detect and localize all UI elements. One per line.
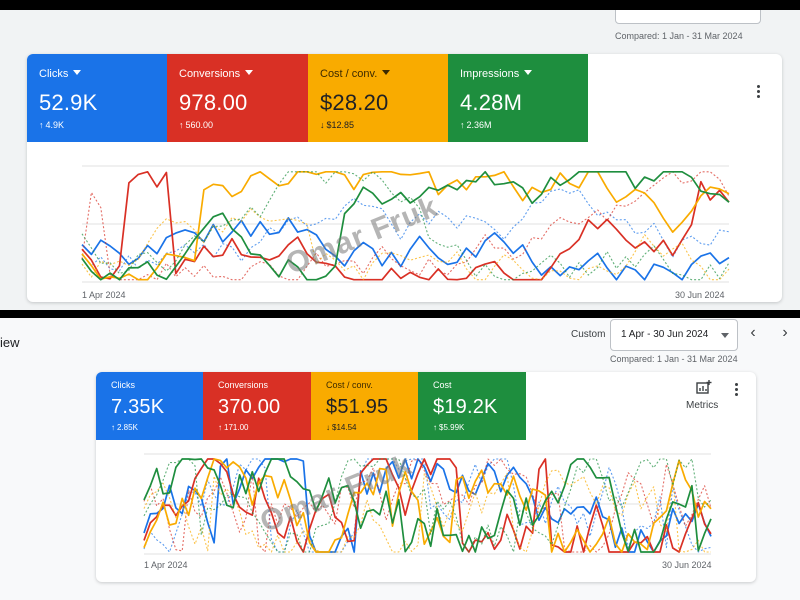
dropdown-caret-icon (245, 70, 254, 75)
top-tile-clicks-label: Clicks (39, 68, 69, 80)
top-tile-impressions-delta: ↑ 2.36M (460, 120, 492, 130)
top-tile-impressions-value: 4.28M (460, 90, 523, 115)
arrow-up-icon: ↑ (460, 120, 465, 130)
series-line (81, 217, 730, 281)
bottom-tile-conversions-delta: ↑ 171.00 (218, 423, 248, 432)
top-tile-cost-per-conv-delta-value: $12.85 (326, 120, 355, 130)
top-tile-clicks-value: 52.9K (39, 90, 98, 115)
arrow-up-icon: ↑ (433, 423, 437, 432)
top-tile-conversions-delta: ↑ 560.00 (179, 120, 213, 130)
custom-label: Custom (571, 329, 606, 340)
top-tile-cost-per-conv-value: $28.20 (320, 90, 389, 115)
bottom-tile-conversions-value: 370.00 (218, 396, 281, 418)
top-x-end-label: 30 Jun 2024 (675, 290, 725, 300)
bottom-tile-clicks[interactable]: Clicks 7.35K ↑ 2.85K (96, 372, 203, 440)
top-tile-conversions-delta-value: 560.00 (185, 120, 214, 130)
bottom-tile-conversions-label: Conversions (218, 380, 269, 390)
bottom-tile-cost-per-conv-delta: ↓ $14.54 (326, 423, 356, 432)
date-range-value: 1 Apr - 30 Jun 2024 (621, 329, 709, 340)
top-tile-cost-per-conv-delta: ↓ $12.85 (320, 120, 354, 130)
bottom-x-start-label: 1 Apr 2024 (144, 560, 188, 570)
bottom-x-end-label: 30 Jun 2024 (662, 560, 712, 570)
top-tile-cost-per-conv[interactable]: Cost / conv. $28.20 ↓ $12.85 (308, 54, 448, 142)
bottom-tile-cost-label: Cost (433, 380, 452, 390)
dropdown-caret-icon (721, 333, 729, 338)
arrow-down-icon: ↓ (326, 423, 330, 432)
chevron-right-icon[interactable]: › (782, 324, 788, 341)
bottom-tile-cost-value: $19.2K (433, 396, 498, 418)
series-line (143, 458, 712, 553)
top-tile-conversions-value: 978.00 (179, 90, 248, 115)
bottom-tile-conversions-delta-value: 171.00 (224, 423, 249, 432)
bottom-tile-clicks-label: Clicks (111, 380, 135, 390)
top-screenshot: Compared: 1 Jan - 31 Mar 2024 Clicks 52.… (0, 10, 800, 310)
metrics-button-label: Metrics (686, 400, 719, 411)
top-x-start-label: 1 Apr 2024 (82, 290, 126, 300)
dropdown-caret-icon (382, 70, 391, 75)
comparison-series-line (143, 458, 712, 553)
bottom-tile-cost-delta: ↑ $5.99K (433, 423, 464, 432)
bottom-tile-clicks-value: 7.35K (111, 396, 165, 418)
bottom-trend-chart (143, 453, 712, 555)
top-tile-clicks-delta-value: 4.9K (45, 120, 65, 130)
bottom-tile-conversions[interactable]: Conversions 370.00 ↑ 171.00 (203, 372, 311, 440)
bottom-compared-text: Compared: 1 Jan - 31 Mar 2024 (610, 354, 738, 364)
top-tile-cost-per-conv-label: Cost / conv. (320, 68, 378, 80)
top-compared-text: Compared: 1 Jan - 31 Mar 2024 (615, 31, 743, 41)
bottom-tile-cost[interactable]: Cost $19.2K ↑ $5.99K (418, 372, 526, 440)
top-performance-card: Clicks 52.9K ↑ 4.9K Conversions 978.00 ↑ 5… (27, 54, 782, 302)
bottom-screenshot: iew Custom 1 Apr - 30 Jun 2024 ‹ › Compa… (0, 318, 800, 600)
top-tile-impressions-delta-value: 2.36M (466, 120, 492, 130)
top-tile-impressions-dropdown[interactable]: Impressions (460, 68, 533, 80)
add-chart-icon (696, 380, 712, 394)
arrow-up-icon: ↑ (39, 120, 44, 130)
top-tile-clicks[interactable]: Clicks 52.9K ↑ 4.9K (27, 54, 167, 142)
top-tile-conversions[interactable]: Conversions 978.00 ↑ 560.00 (167, 54, 308, 142)
more-vert-icon[interactable] (750, 82, 766, 102)
date-range-select[interactable]: 1 Apr - 30 Jun 2024 (610, 319, 738, 351)
top-tile-conversions-dropdown[interactable]: Conversions (179, 68, 254, 80)
chevron-left-icon[interactable]: ‹ (750, 324, 756, 341)
bottom-tile-cost-per-conv-value: $51.95 (326, 396, 389, 418)
bottom-performance-card: Clicks 7.35K ↑ 2.85K Conversions 370.00 ↑… (96, 372, 756, 582)
top-tile-conversions-label: Conversions (179, 68, 241, 80)
arrow-up-icon: ↑ (218, 423, 222, 432)
arrow-down-icon: ↓ (320, 120, 325, 130)
top-tile-clicks-dropdown[interactable]: Clicks (39, 68, 82, 80)
dropdown-caret-icon (73, 70, 82, 75)
bottom-tile-clicks-delta: ↑ 2.85K (111, 423, 138, 432)
comparison-series-line (143, 458, 712, 553)
bottom-tile-clicks-delta-value: 2.85K (117, 423, 138, 432)
top-trend-chart (81, 165, 730, 283)
more-vert-icon[interactable] (728, 380, 744, 400)
arrow-up-icon: ↑ (111, 423, 115, 432)
bottom-tile-cost-per-conv-label: Cost / conv. (326, 380, 373, 390)
top-tile-clicks-delta: ↑ 4.9K (39, 120, 64, 130)
bottom-tile-cost-per-conv[interactable]: Cost / conv. $51.95 ↓ $14.54 (311, 372, 418, 440)
top-tile-impressions-label: Impressions (460, 68, 520, 80)
comparison-series-line (81, 171, 730, 281)
comparison-series-line (81, 171, 730, 281)
comparison-series-line (81, 188, 730, 272)
page-title-fragment: iew (0, 335, 20, 350)
series-line (81, 170, 730, 281)
bottom-tile-cost-delta-value: $5.99K (439, 423, 465, 432)
comparison-series-line (81, 208, 730, 281)
series-line (81, 170, 730, 281)
arrow-up-icon: ↑ (179, 120, 184, 130)
series-line (81, 170, 730, 281)
metrics-button[interactable]: Metrics (681, 378, 727, 414)
bottom-tile-cost-per-conv-delta-value: $14.54 (332, 423, 357, 432)
dropdown-caret-icon (524, 70, 533, 75)
top-tile-impressions[interactable]: Impressions 4.28M ↑ 2.36M (448, 54, 588, 142)
top-date-select[interactable] (615, 10, 761, 24)
series-line (143, 458, 712, 553)
top-tile-cost-per-conv-dropdown[interactable]: Cost / conv. (320, 68, 391, 80)
